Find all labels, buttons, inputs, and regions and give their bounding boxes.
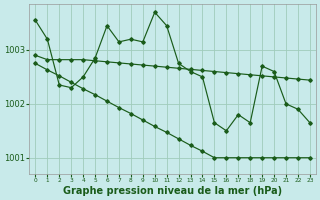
X-axis label: Graphe pression niveau de la mer (hPa): Graphe pression niveau de la mer (hPa) — [63, 186, 282, 196]
